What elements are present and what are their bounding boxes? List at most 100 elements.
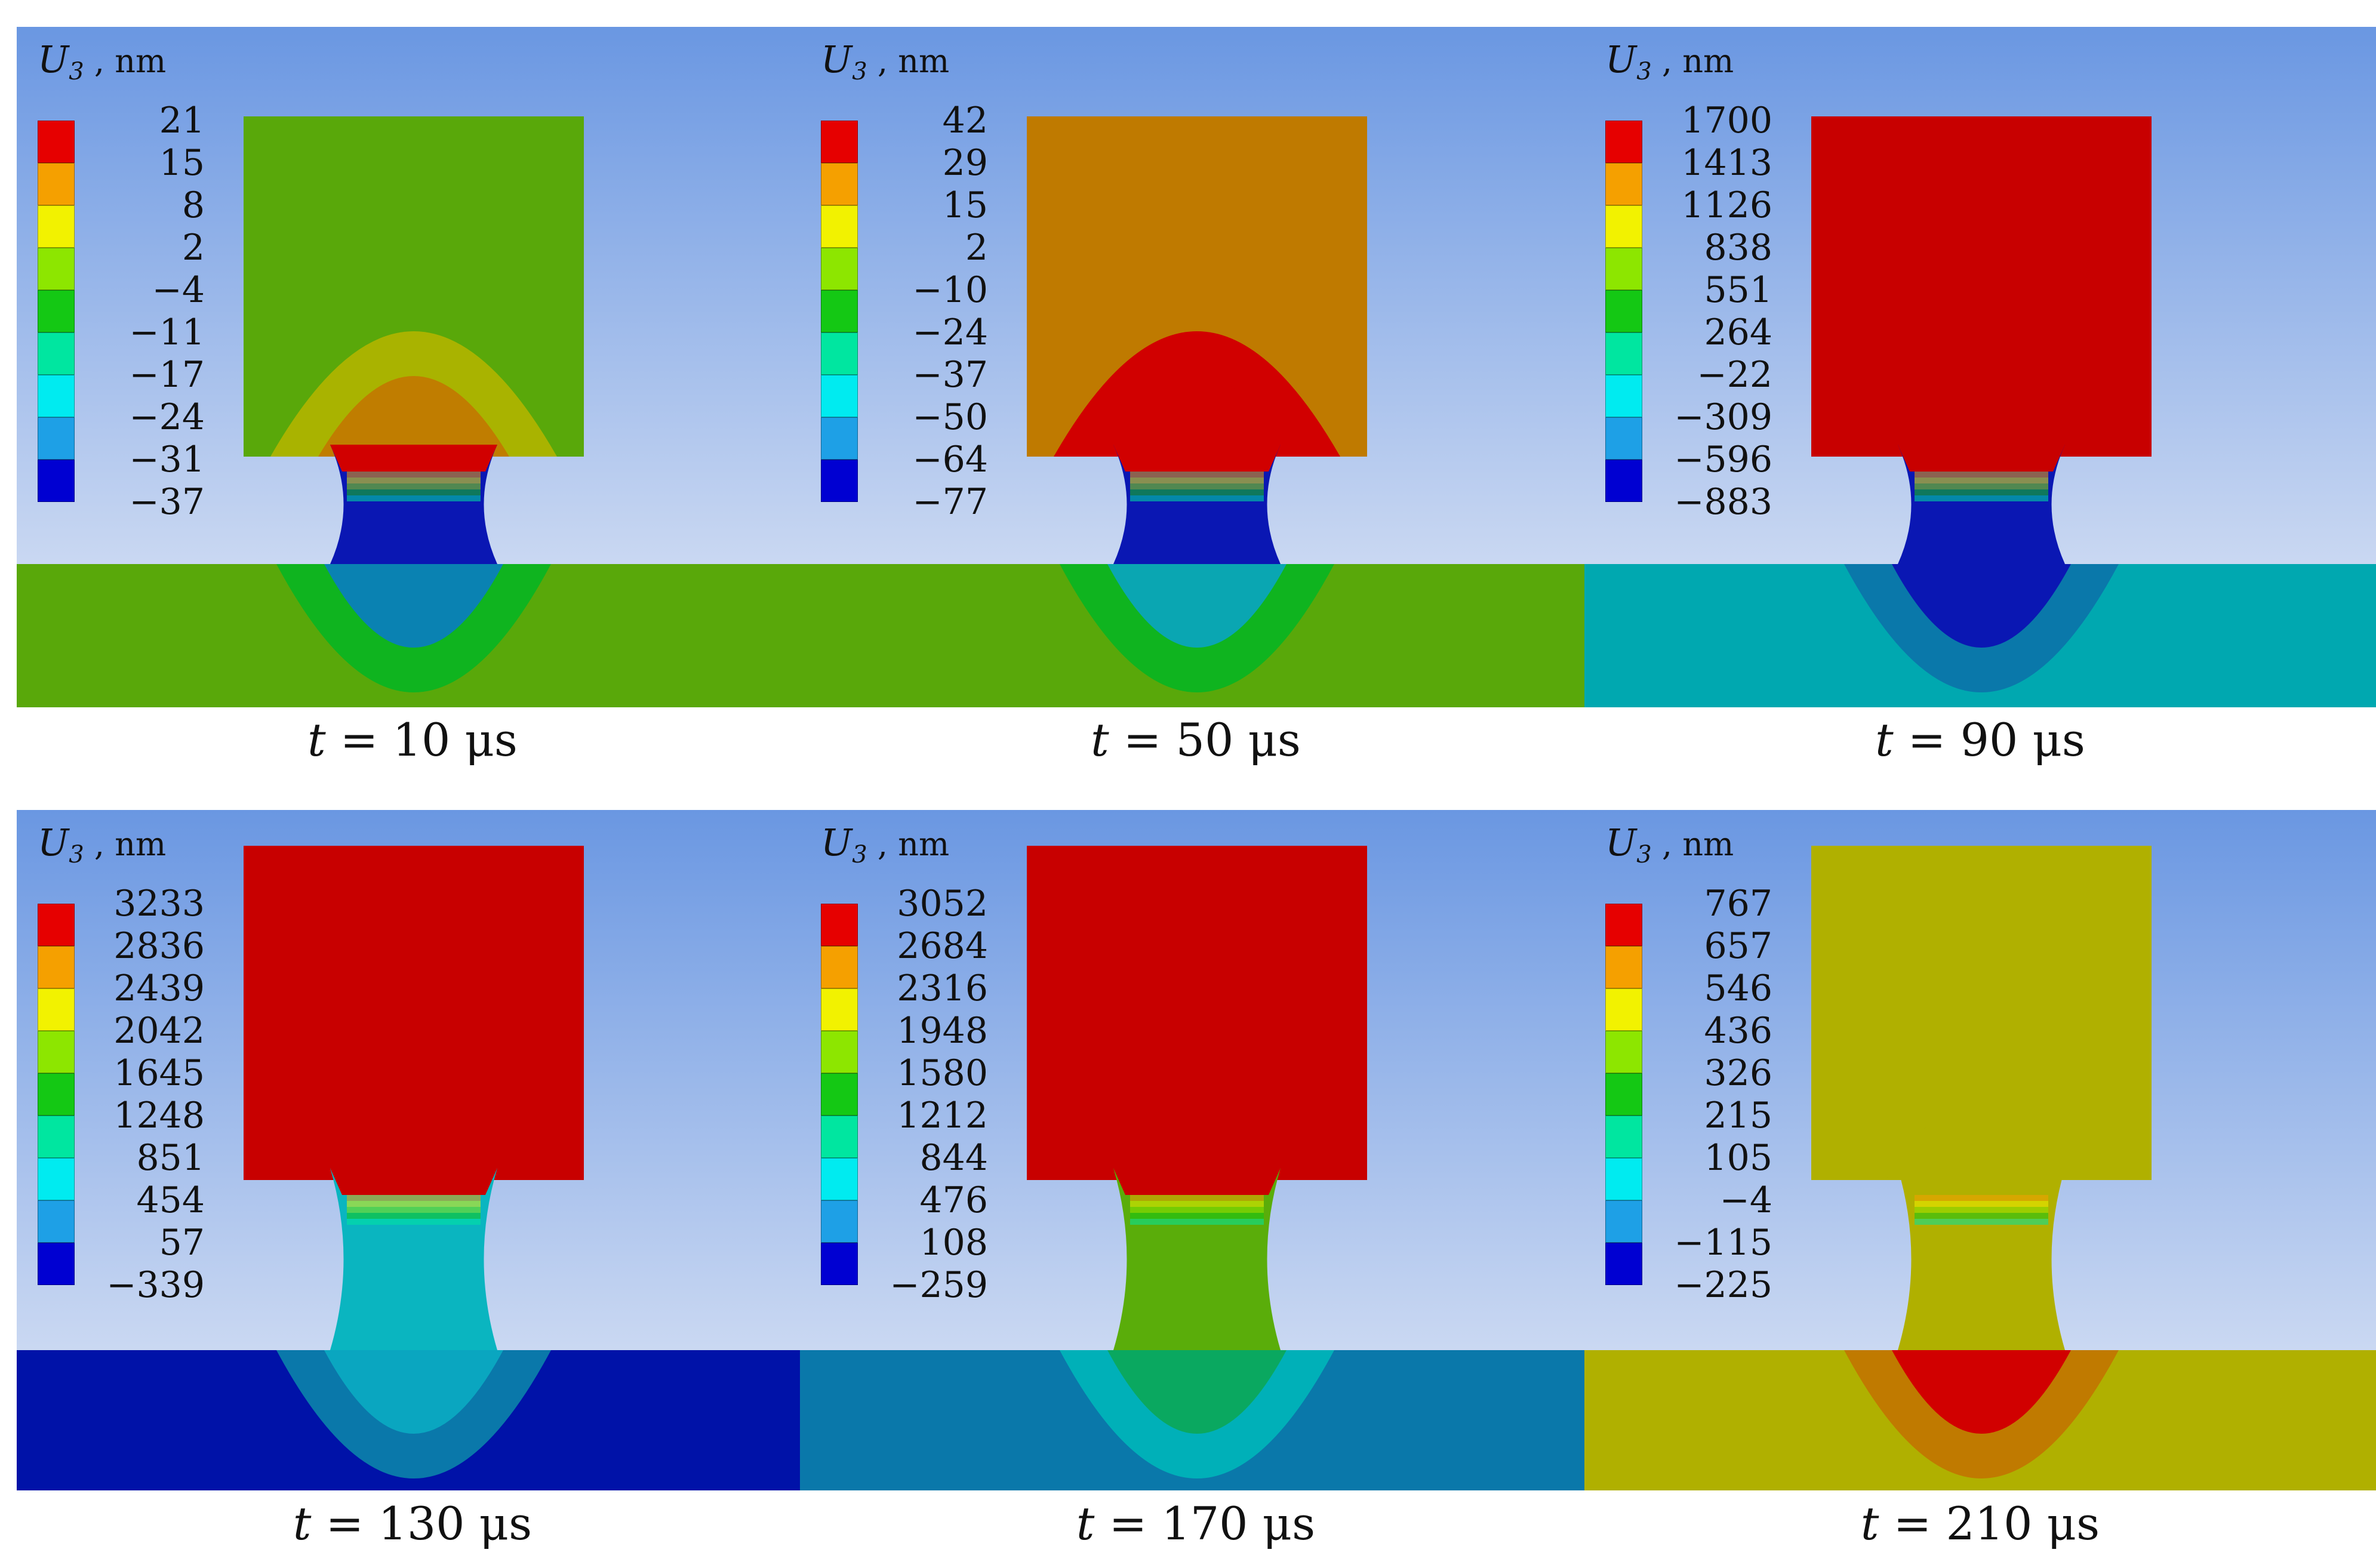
contour-plot <box>1584 27 2376 707</box>
neck-band <box>1915 1195 2048 1201</box>
legend-tick-label: 8 <box>181 184 205 226</box>
contour-plot <box>17 27 808 707</box>
neck-band <box>347 1195 481 1201</box>
sim-panel-4: U3 , nm 3233 2836 2439 2042 1645 1248 851 454 57−… <box>17 810 808 1490</box>
legend-tick-label: 108 <box>919 1222 988 1264</box>
dome-mid <box>1886 376 2077 457</box>
legend-tick-label: 326 <box>1704 1052 1772 1094</box>
legend-unit: , nm <box>1651 825 1734 863</box>
legend-swatch <box>38 460 75 502</box>
legend-tick-label: 15 <box>159 142 205 184</box>
legend-swatch <box>38 163 75 205</box>
legend-subscript: 3 <box>852 841 867 868</box>
legend-tick-label: −50 <box>912 396 988 438</box>
contour-plot <box>17 810 808 1490</box>
time-symbol: t <box>293 1497 312 1550</box>
dome-mid <box>318 1099 509 1180</box>
neck-band <box>1130 478 1264 483</box>
neck-top-band <box>1898 445 2065 472</box>
legend-tick-label: 2836 <box>113 925 205 967</box>
legend-tick-label: 476 <box>919 1179 988 1221</box>
neck-band <box>347 1201 481 1207</box>
neck-band <box>1915 1219 2048 1225</box>
legend-tick-label: 657 <box>1704 925 1772 967</box>
legend-tick-label: −883 <box>1674 481 1772 523</box>
contour-plot <box>800 810 1592 1490</box>
legend-tick-label: 551 <box>1704 269 1772 311</box>
neck-top-band <box>330 445 497 472</box>
legend-swatch <box>821 904 858 946</box>
legend-swatch <box>821 332 858 375</box>
legend-tick-label: 42 <box>942 100 988 141</box>
legend-swatch <box>1605 375 1642 417</box>
legend-tick-label: 1212 <box>897 1095 988 1136</box>
legend-swatch <box>38 290 75 332</box>
contour-plot <box>1584 810 2376 1490</box>
legend-tick-label: −22 <box>1697 354 1772 396</box>
legend-tick-label: 15 <box>942 184 988 226</box>
legend-swatch <box>38 417 75 460</box>
legend-swatch <box>1605 205 1642 248</box>
time-caption: t = 90 μs <box>1592 713 2368 766</box>
legend-swatch <box>38 988 75 1031</box>
legend-title: U3 , nm <box>821 38 949 85</box>
time-caption: t = 10 μs <box>24 713 801 766</box>
legend-tick-label: 2042 <box>113 1010 205 1052</box>
time-value: = 10 μs <box>325 713 518 766</box>
legend-tick-label: −77 <box>912 481 988 523</box>
legend-unit: , nm <box>867 42 950 80</box>
legend-tick-label: −37 <box>912 354 988 396</box>
legend-subscript: 3 <box>69 58 84 85</box>
legend-swatch <box>1605 332 1642 375</box>
legend-title: U3 , nm <box>38 821 166 868</box>
substrate-contour-inner <box>324 1350 503 1434</box>
time-value: = 130 μs <box>311 1497 533 1550</box>
legend-tick-label: −4 <box>1719 1179 1772 1221</box>
substrate-contour-inner <box>324 564 503 648</box>
legend-tick-label: 264 <box>1704 312 1772 353</box>
legend-tick-label: −10 <box>912 269 988 311</box>
neck-band <box>1915 1213 2048 1219</box>
time-symbol: t <box>1860 1497 1879 1550</box>
neck-band <box>1915 472 2048 478</box>
neck-band <box>1915 483 2048 489</box>
legend-swatch <box>38 904 75 946</box>
legend-tick-label: 1580 <box>897 1052 988 1094</box>
legend-swatch <box>38 1116 75 1158</box>
legend-swatch <box>1605 163 1642 205</box>
time-caption: t = 210 μs <box>1592 1497 2368 1550</box>
legend-swatch <box>38 1243 75 1285</box>
legend-swatch <box>38 332 75 375</box>
substrate-contour-inner <box>1107 1350 1287 1434</box>
legend-swatch <box>1605 1243 1642 1285</box>
legend-tick-label: 844 <box>919 1137 988 1179</box>
legend-tick-label: 3233 <box>113 883 205 925</box>
substrate-contour-inner <box>1892 564 2071 648</box>
legend-swatch <box>821 1116 858 1158</box>
legend-tick-label: −339 <box>106 1264 205 1306</box>
legend-tick-label: 436 <box>1704 1010 1772 1052</box>
legend-tick-label: 2 <box>181 227 205 269</box>
legend-symbol: U <box>821 38 852 81</box>
legend-swatch <box>1605 946 1642 988</box>
legend-swatch <box>38 1158 75 1200</box>
legend-swatch <box>821 417 858 460</box>
neck-band <box>1915 1201 2048 1207</box>
legend-title: U3 , nm <box>1605 821 1734 868</box>
legend-tick-label: 2 <box>965 227 988 269</box>
legend-tick-label: 1645 <box>113 1052 205 1094</box>
legend-symbol: U <box>1605 821 1637 864</box>
legend-tick-label: −309 <box>1674 396 1772 438</box>
legend-unit: , nm <box>1651 42 1734 80</box>
legend-unit: , nm <box>84 825 167 863</box>
dome-mid <box>1101 1099 1292 1180</box>
legend-swatch <box>38 205 75 248</box>
legend-swatch <box>38 121 75 163</box>
legend-swatch <box>821 1031 858 1073</box>
dome-mid <box>1101 376 1292 457</box>
neck-band <box>347 489 481 495</box>
legend-swatch <box>1605 1031 1642 1073</box>
neck-band <box>347 483 481 489</box>
neck-band <box>1915 1207 2048 1213</box>
time-symbol: t <box>307 713 326 766</box>
